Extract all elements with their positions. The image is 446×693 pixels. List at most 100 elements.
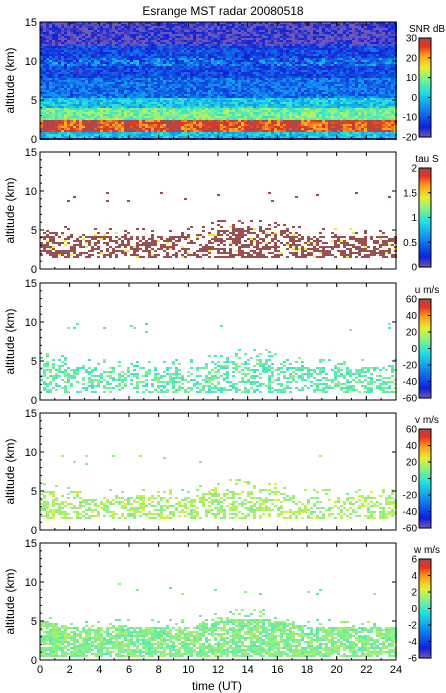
snr-cell xyxy=(70,96,73,98)
snr-cell xyxy=(199,42,202,44)
snr-cell xyxy=(274,24,277,26)
snr-cell xyxy=(91,114,94,116)
snr-cell xyxy=(241,54,244,56)
snr-cell xyxy=(55,58,58,60)
snr-cell xyxy=(172,50,175,52)
snr-cell xyxy=(244,40,247,42)
snr-cell xyxy=(40,66,43,68)
snr-cell xyxy=(76,64,79,66)
snr-cell xyxy=(61,44,64,46)
snr-cell xyxy=(208,78,211,80)
snr-cell xyxy=(166,34,169,36)
snr-cell xyxy=(286,124,289,126)
snr-cell xyxy=(208,52,211,54)
snr-cell xyxy=(139,136,142,138)
snr-cell xyxy=(175,128,178,130)
snr-cell xyxy=(106,116,109,118)
snr-cell xyxy=(40,132,43,134)
snr-cell xyxy=(262,130,265,132)
snr-cell xyxy=(274,126,277,128)
snr-cell xyxy=(250,92,253,94)
snr-cell xyxy=(76,76,79,78)
snr-cell xyxy=(184,96,187,98)
snr-cell xyxy=(232,102,235,104)
snr-cell xyxy=(211,120,214,122)
snr-cell xyxy=(250,32,253,34)
snr-cell xyxy=(64,106,67,108)
snr-cell xyxy=(229,22,232,24)
snr-cell xyxy=(238,128,241,130)
snr-cell xyxy=(136,76,139,78)
snr-cell xyxy=(289,126,292,128)
snr-cell xyxy=(148,52,151,54)
snr-cell xyxy=(82,28,85,30)
snr-cell xyxy=(205,22,208,24)
snr-cell xyxy=(190,96,193,98)
snr-cell xyxy=(265,24,268,26)
snr-cell xyxy=(220,32,223,34)
snr-cell xyxy=(148,106,151,108)
snr-cell xyxy=(112,100,115,102)
snr-cell xyxy=(130,112,133,114)
snr-cell xyxy=(172,66,175,68)
snr-cell xyxy=(88,66,91,68)
snr-cell xyxy=(109,78,112,80)
snr-cell xyxy=(64,24,67,26)
snr-cell xyxy=(130,130,133,132)
snr-cell xyxy=(196,36,199,38)
snr-cell xyxy=(244,126,247,128)
snr-cell xyxy=(133,82,136,84)
snr-cell xyxy=(100,96,103,98)
snr-cell xyxy=(112,112,115,114)
snr-cell xyxy=(202,108,205,110)
snr-cell xyxy=(85,64,88,66)
snr-cell xyxy=(127,76,130,78)
snr-cell xyxy=(271,86,274,88)
snr-cell xyxy=(229,84,232,86)
snr-cell xyxy=(259,102,262,104)
snr-cell xyxy=(202,82,205,84)
snr-cell xyxy=(211,98,214,100)
snr-cell xyxy=(46,68,49,70)
snr-cell xyxy=(193,120,196,122)
snr-cell xyxy=(232,110,235,112)
snr-cell xyxy=(199,78,202,80)
snr-cell xyxy=(193,86,196,88)
snr-cell xyxy=(118,110,121,112)
snr-cell xyxy=(208,82,211,84)
snr-cell xyxy=(58,120,61,122)
snr-cell xyxy=(151,74,154,76)
snr-cell xyxy=(277,98,280,100)
snr-cell xyxy=(169,134,172,136)
snr-cell xyxy=(259,52,262,54)
snr-cell xyxy=(265,54,268,56)
snr-cell xyxy=(169,50,172,52)
snr-cell xyxy=(46,116,49,118)
snr-cell xyxy=(238,66,241,68)
snr-cell xyxy=(88,70,91,72)
snr-cell xyxy=(112,50,115,52)
snr-cell xyxy=(139,74,142,76)
snr-cell xyxy=(70,112,73,114)
snr-cell xyxy=(280,50,283,52)
snr-cell xyxy=(145,112,148,114)
snr-cell xyxy=(211,134,214,136)
snr-cell xyxy=(214,86,217,88)
snr-cell xyxy=(223,30,226,32)
snr-cell xyxy=(148,82,151,84)
snr-cell xyxy=(148,44,151,46)
snr-cell xyxy=(247,72,250,74)
snr-cell xyxy=(94,134,97,136)
snr-cell xyxy=(91,22,94,24)
snr-cell xyxy=(127,78,130,80)
snr-cell xyxy=(220,68,223,70)
snr-cell xyxy=(49,68,52,70)
snr-cell xyxy=(244,70,247,72)
snr-cell xyxy=(280,54,283,56)
snr-cell xyxy=(124,80,127,82)
snr-cell xyxy=(277,90,280,92)
snr-cell xyxy=(109,68,112,70)
snr-cell xyxy=(163,46,166,48)
snr-cell xyxy=(226,42,229,44)
snr-cell xyxy=(127,28,130,30)
